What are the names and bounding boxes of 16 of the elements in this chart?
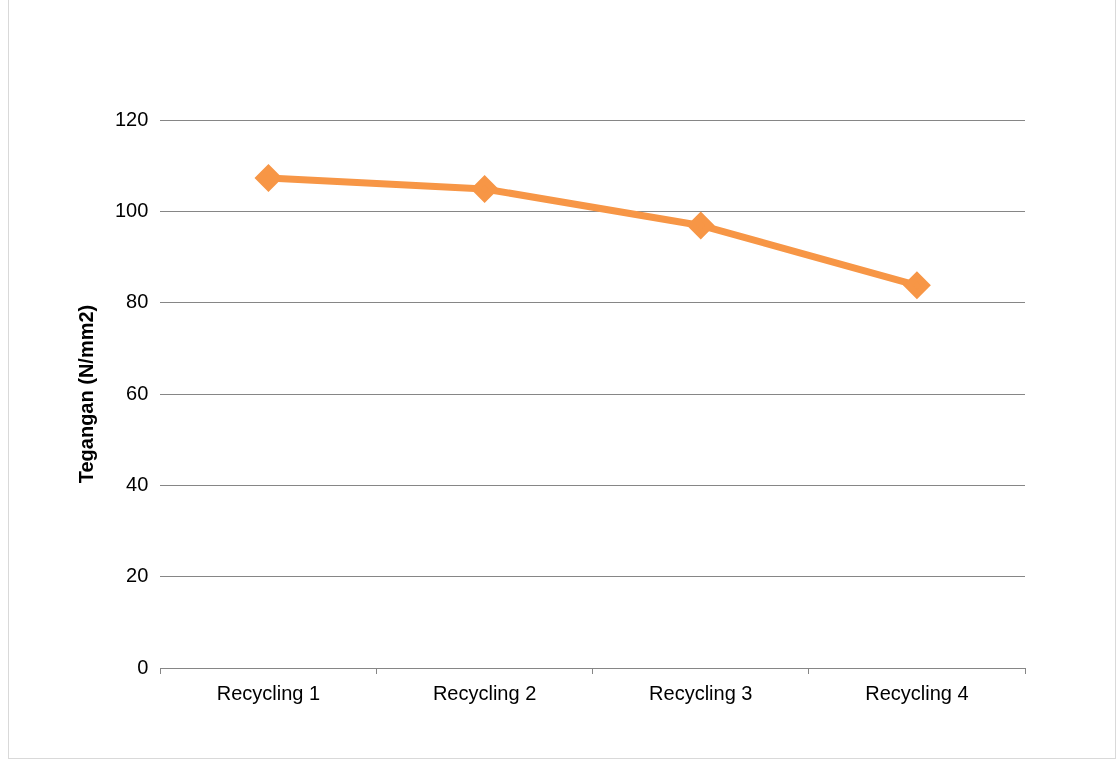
y-tick-label: 100 [114, 198, 149, 221]
y-tick-label: 60 [126, 381, 149, 404]
y-tick-label: 120 [114, 107, 149, 130]
x-tick-label: Recycling 3 [649, 681, 753, 704]
y-tick-label: 40 [126, 472, 149, 495]
point [688, 212, 714, 238]
point [904, 272, 930, 298]
y-tick-label: 80 [126, 290, 149, 313]
y-tick-label: 0 [137, 655, 149, 678]
y-axis-title: Tegangan (N/mm2) [74, 304, 97, 484]
x-tick-label: Recycling 4 [865, 681, 969, 704]
x-tick-label: Recycling 1 [216, 681, 321, 704]
point [472, 176, 498, 202]
point [255, 165, 281, 191]
x-tick-label: Recycling 2 [432, 681, 537, 704]
y-tick-label: 20 [126, 564, 149, 587]
